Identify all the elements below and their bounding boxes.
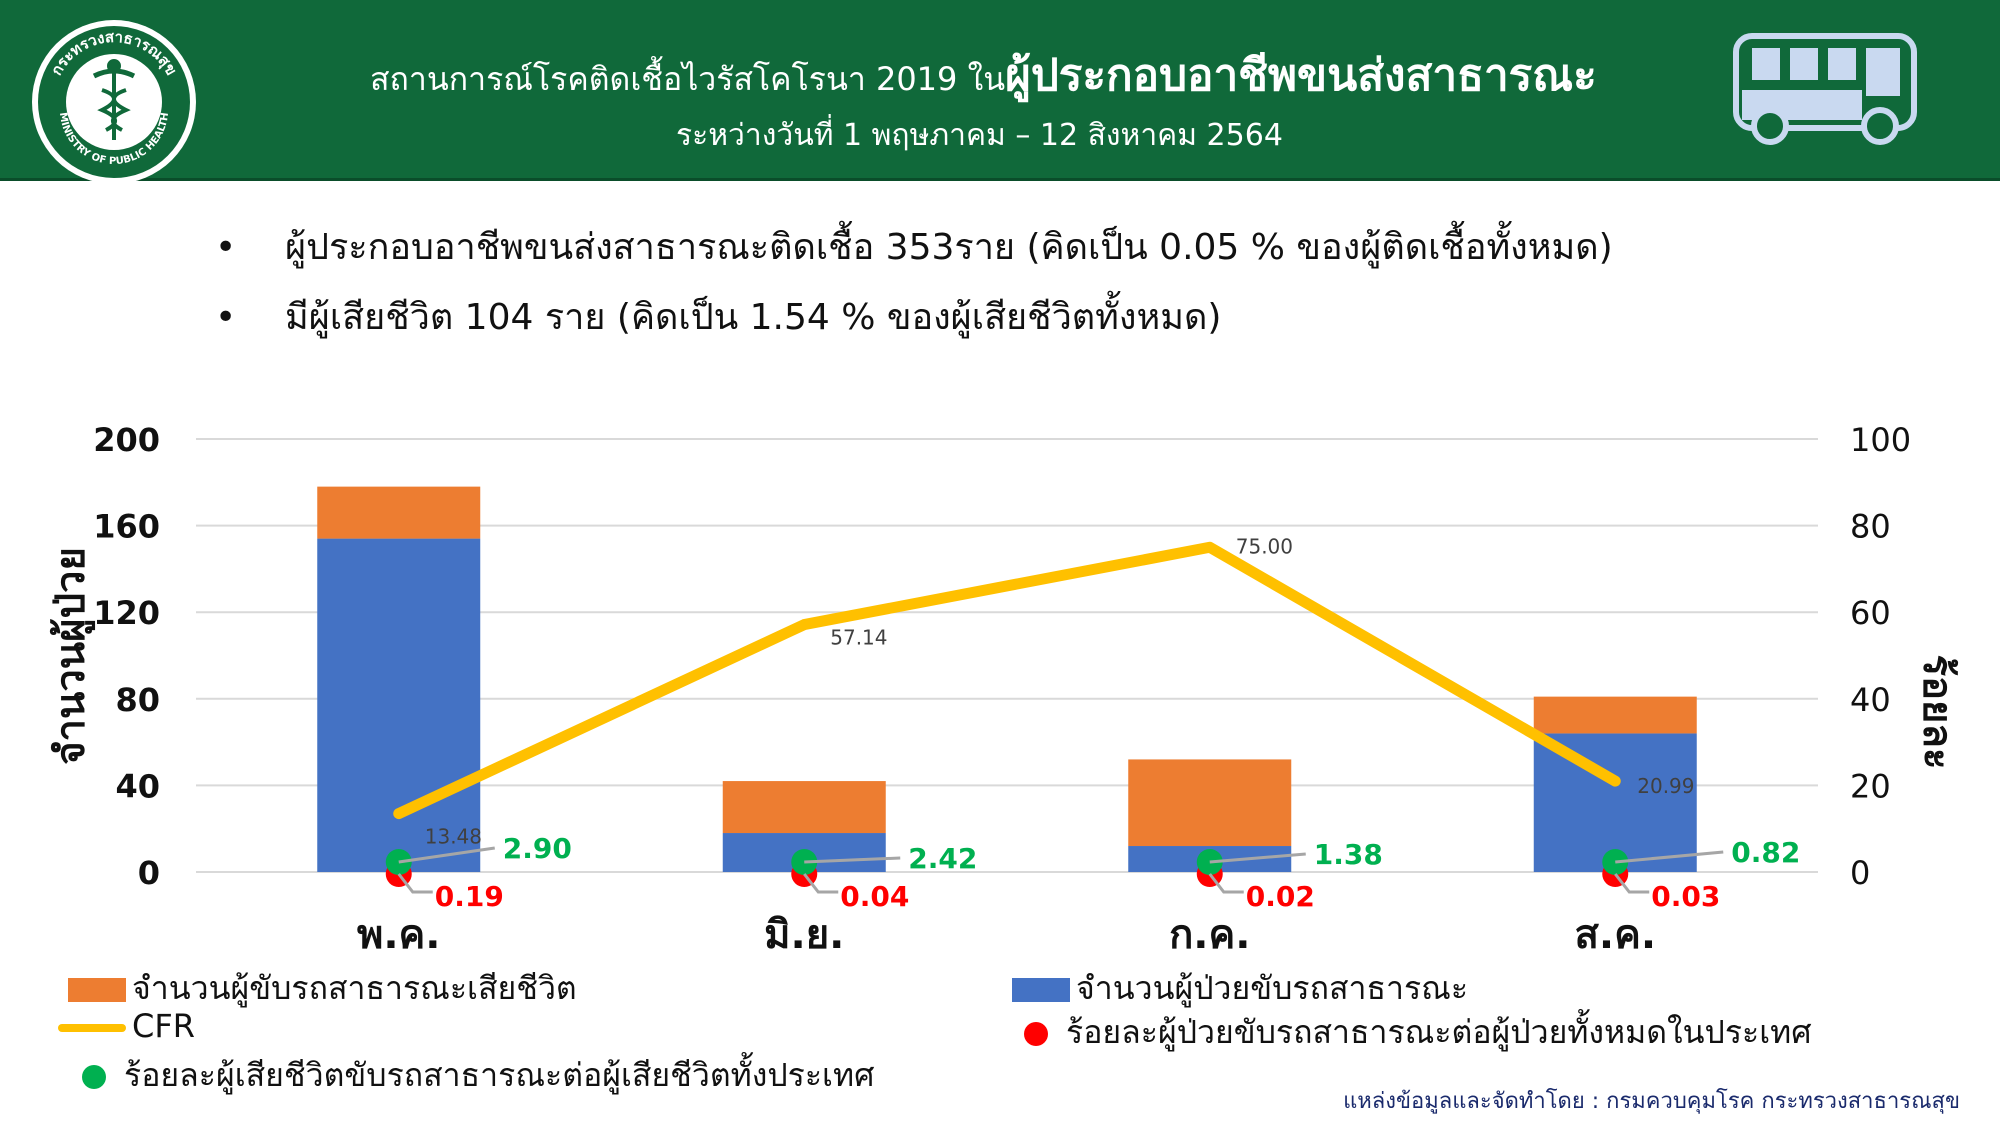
- y2-tick-label: 40: [1850, 681, 1891, 719]
- title-prefix: สถานการณ์โรคติดเชื้อไวรัสโคโรนา 2019 ใน: [370, 60, 1006, 98]
- ministry-logo: กระทรวงสาธารณสุข MINISTRY OF PUBLIC HEAL…: [32, 20, 196, 184]
- y2-tick-label: 100: [1850, 421, 1911, 459]
- cfr-data-label: 75.00: [1236, 534, 1293, 558]
- legend-swatch: [68, 978, 126, 1002]
- summary-bullet-deaths: • มีผู้เสียชีวิต 104 ราย (คิดเป็น 1.54 % …: [215, 297, 1222, 338]
- death-pct-leader: [1615, 850, 1724, 864]
- legend-label: CFR: [132, 1007, 195, 1045]
- legend-item-cfr: CFR: [58, 1007, 195, 1045]
- death-pct-label: 2.90: [503, 832, 572, 865]
- y-tick-label: 40: [115, 767, 160, 805]
- case-pct-leader: [1208, 873, 1244, 894]
- y2-tick-label: 0: [1850, 854, 1870, 892]
- death-pct-label: 0.82: [1731, 836, 1800, 869]
- case-pct-label: 0.04: [840, 880, 909, 913]
- y2-tick-label: 20: [1850, 767, 1891, 805]
- death-pct-label: 2.42: [908, 842, 977, 875]
- combo-chart: 13.48 57.14 75.00 20.99 0.19 2.90 0.04 2.42 0.02…: [48, 421, 1960, 958]
- bar-deaths: [1128, 759, 1292, 847]
- legend-item-death-pct: ร้อยละผู้เสียชีวิตขับรถสาธารณะต่อผู้เสีย…: [82, 1050, 874, 1101]
- legend-item-cases: จำนวนผู้ป่วยขับรถสาธารณะ: [1012, 963, 1468, 1014]
- cfr-line: [393, 541, 1621, 820]
- summary-bullet-infected: • ผู้ประกอบอาชีพขนส่งสาธารณะติดเชื้อ 353ร…: [215, 227, 1613, 268]
- bar-cases: [1533, 733, 1697, 872]
- y-axis-title: จำนวนผู้ป่วย: [48, 547, 95, 765]
- legend-item-deaths: จำนวนผู้ขับรถสาธารณะเสียชีวิต: [68, 963, 577, 1014]
- cfr-data-label: 13.48: [425, 825, 482, 849]
- caduceus-icon: [92, 59, 136, 140]
- cfr-data-label: 20.99: [1637, 774, 1694, 798]
- x-tick-label: ก.ค.: [1169, 912, 1250, 958]
- bar-deaths: [1533, 696, 1697, 734]
- y-tick-label: 0: [138, 854, 160, 892]
- cfr-data-label: 57.14: [830, 626, 887, 650]
- bullet-text: มีผู้เสียชีวิต 104 ราย (คิดเป็น 1.54 % ข…: [285, 297, 1222, 338]
- legend-label: ร้อยละผู้เสียชีวิตขับรถสาธารณะต่อผู้เสีย…: [124, 1056, 875, 1094]
- death-pct-leader: [398, 846, 495, 864]
- bullet-text: ผู้ประกอบอาชีพขนส่งสาธารณะติดเชื้อ 353รา…: [285, 227, 1613, 268]
- y-tick-label: 80: [115, 681, 160, 719]
- legend-swatch: [1012, 978, 1070, 1002]
- legend-label: จำนวนผู้ขับรถสาธารณะเสียชีวิต: [132, 969, 577, 1007]
- legend-item-case-pct: ร้อยละผู้ป่วยขับรถสาธารณะต่อผู้ป่วยทั้งห…: [1024, 1007, 1812, 1058]
- legend-swatch: [1024, 1022, 1048, 1046]
- y2-axis-title: ร้อยละ: [1914, 655, 1960, 770]
- x-tick-label: ส.ค.: [1574, 912, 1656, 958]
- y2-tick-label: 60: [1850, 594, 1891, 632]
- legend-label: ร้อยละผู้ป่วยขับรถสาธารณะต่อผู้ป่วยทั้งห…: [1066, 1013, 1812, 1051]
- legend-label: จำนวนผู้ป่วยขับรถสาธารณะ: [1076, 969, 1469, 1007]
- death-pct-leader: [804, 856, 901, 864]
- source-note: แหล่งข้อมูลและจัดทำโดย : กรมควบคุมโรค กร…: [1343, 1089, 1960, 1114]
- bus-icon: [1733, 33, 1917, 145]
- case-pct-label: 0.02: [1246, 880, 1315, 913]
- legend-swatch: [82, 1065, 106, 1089]
- header-banner: กระทรวงสาธารณสุข MINISTRY OF PUBLIC HEAL…: [0, 0, 2000, 184]
- bar-deaths: [722, 781, 886, 834]
- y-tick-label: 200: [93, 421, 160, 459]
- y2-tick-label: 80: [1850, 508, 1891, 546]
- y-tick-label: 120: [93, 594, 160, 632]
- bar-cases: [317, 538, 481, 872]
- legend-swatch: [58, 1024, 126, 1032]
- case-pct-label: 0.03: [1651, 880, 1720, 913]
- y-tick-label: 160: [93, 508, 160, 546]
- case-pct-label: 0.19: [435, 880, 504, 913]
- x-tick-label: พ.ค.: [357, 912, 441, 958]
- bar-deaths: [317, 486, 481, 539]
- page-subtitle: ระหว่างวันที่ 1 พฤษภาคม – 12 สิงหาคม 256…: [676, 118, 1283, 153]
- case-pct-leader: [803, 873, 839, 894]
- x-tick-label: มิ.ย.: [764, 912, 844, 958]
- case-pct-leader: [1614, 873, 1650, 894]
- case-pct-leader: [397, 873, 433, 894]
- death-pct-label: 1.38: [1314, 838, 1383, 871]
- title-emphasis: ผู้ประกอบอาชีพขนส่งสาธารณะ: [1005, 50, 1597, 101]
- death-pct-leader: [1209, 852, 1306, 864]
- page-title: สถานการณ์โรคติดเชื้อไวรัสโคโรนา 2019 ในผ…: [370, 40, 1597, 110]
